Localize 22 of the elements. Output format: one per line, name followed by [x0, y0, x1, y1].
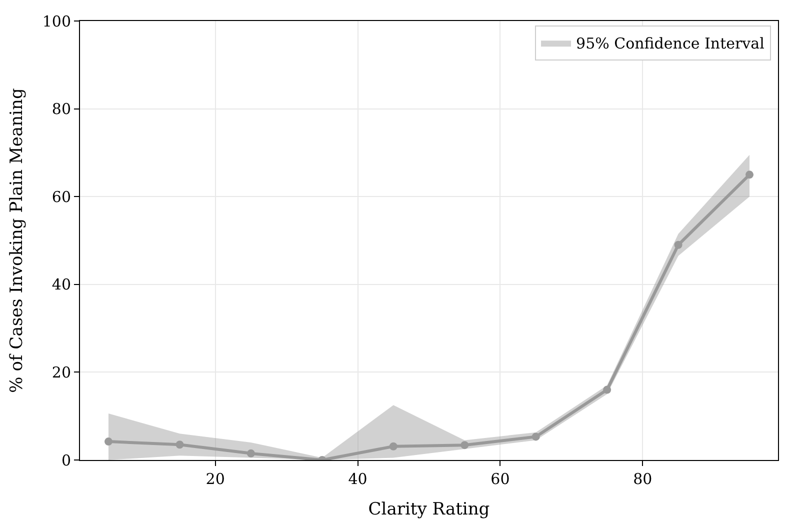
- y-tick-label: 80: [52, 100, 71, 118]
- point: [532, 432, 540, 441]
- point: [389, 442, 398, 450]
- point: [603, 386, 612, 394]
- x-axis-title: Clarity Rating: [368, 499, 490, 520]
- x-tick-label: 20: [206, 470, 225, 488]
- legend-label: 95% Confidence Interval: [576, 34, 765, 52]
- y-tick-label: 100: [42, 12, 71, 30]
- x-tick-label: 80: [633, 470, 652, 488]
- point: [460, 441, 469, 450]
- point: [246, 449, 255, 458]
- x-tick-label: 40: [348, 470, 368, 488]
- point: [674, 240, 682, 249]
- y-tick-label: 40: [52, 276, 71, 294]
- point: [746, 170, 754, 179]
- y-tick-label: 20: [52, 363, 71, 382]
- point: [176, 440, 184, 449]
- x-tick-label: 60: [490, 470, 510, 488]
- point: [104, 438, 112, 446]
- y-axis-title: % of Cases Invoking Plain Meaning: [6, 88, 27, 393]
- y-tick-label: 60: [52, 188, 71, 206]
- y-tick-label: 0: [61, 451, 71, 470]
